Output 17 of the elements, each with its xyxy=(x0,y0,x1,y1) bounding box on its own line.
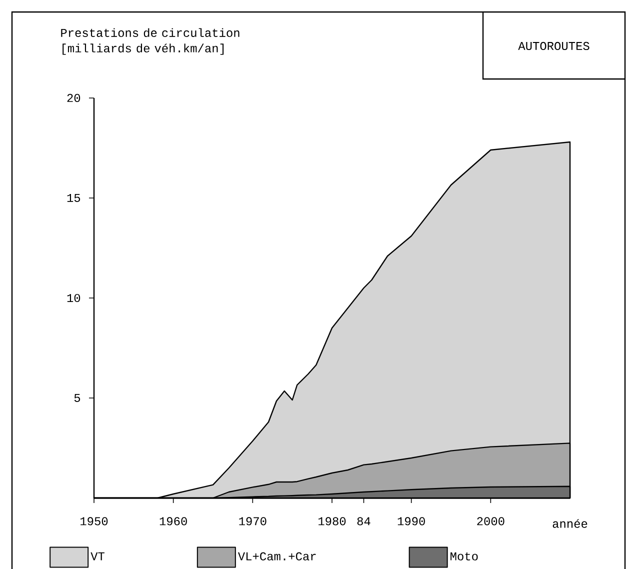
x-axis-title: année xyxy=(552,519,588,528)
x-tick-label: 1950 xyxy=(80,517,108,526)
x-tick-label: 1960 xyxy=(160,517,187,526)
legend-label: Moto xyxy=(450,552,478,560)
x-tick-label: 84 xyxy=(357,517,370,526)
x-tick-label: 1980 xyxy=(318,517,346,526)
legend-label: VT xyxy=(90,552,104,560)
y-tick-label: 15 xyxy=(67,194,80,202)
x-tick-label: 2000 xyxy=(477,517,504,526)
y-tick-label: 10 xyxy=(67,294,80,302)
y-axis-title: Prestations de circulation [milliards de véh.km/an] xyxy=(61,28,240,55)
y-tick-label: 5 xyxy=(74,394,80,402)
y-tick-label: 20 xyxy=(67,94,80,102)
x-tick-label: 1970 xyxy=(239,517,266,526)
chart-title: AUTOROUTES xyxy=(518,42,590,50)
x-tick-label: 1990 xyxy=(398,517,425,526)
legend-label: VL+Cam.+Car xyxy=(238,552,316,560)
